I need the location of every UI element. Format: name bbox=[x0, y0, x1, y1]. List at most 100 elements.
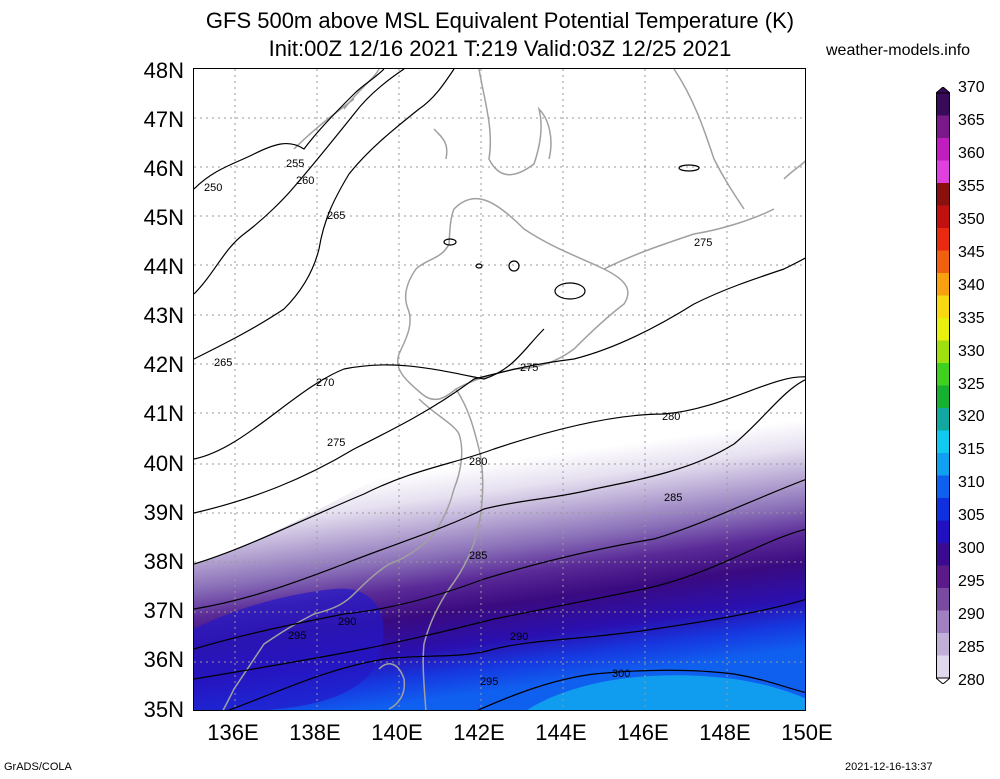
lon-label: 146E bbox=[617, 720, 669, 745]
contour-label: 285 bbox=[469, 550, 487, 562]
lon-label: 136E bbox=[207, 720, 259, 745]
contour-labels: 250 255 260 265 265 270 275 275 275 280 … bbox=[204, 158, 712, 688]
colorbar-swatch bbox=[936, 565, 950, 589]
lat-label: 47N bbox=[143, 107, 184, 132]
colorbar-swatch bbox=[936, 228, 950, 251]
colorbar-label: 330 bbox=[958, 342, 985, 360]
site-credit: weather-models.info bbox=[826, 42, 971, 59]
colorbar-swatch bbox=[936, 138, 950, 161]
lat-label: 43N bbox=[143, 303, 184, 328]
colorbar-swatch bbox=[936, 543, 950, 566]
lat-label: 36N bbox=[143, 647, 184, 672]
contour-label: 275 bbox=[694, 237, 712, 249]
lat-label: 39N bbox=[143, 500, 184, 525]
colorbar-swatch bbox=[936, 340, 950, 364]
colorbar-label: 350 bbox=[958, 210, 985, 228]
map-title: GFS 500m above MSL Equivalent Potential … bbox=[205, 8, 795, 33]
lat-label: 41N bbox=[143, 401, 184, 426]
colorbar-label: 325 bbox=[958, 375, 985, 393]
coastlines bbox=[222, 69, 805, 710]
lat-label: 35N bbox=[143, 697, 184, 722]
colorbar-label: 305 bbox=[958, 507, 985, 525]
colorbar-swatch bbox=[936, 205, 950, 229]
colorbar-swatch bbox=[936, 273, 950, 296]
colorbar-label: 320 bbox=[958, 408, 985, 426]
contour-label: 260 bbox=[296, 175, 314, 187]
map-canvas: 250 255 260 265 265 270 275 275 275 280 … bbox=[194, 69, 805, 710]
colorbar-swatch bbox=[936, 520, 950, 544]
lon-label: 142E bbox=[453, 720, 505, 745]
warm-core-shading bbox=[194, 588, 384, 710]
colorbar-swatch bbox=[936, 655, 950, 679]
colorbar-swatch bbox=[936, 385, 950, 409]
contour-label: 290 bbox=[510, 631, 528, 643]
contour-label: 275 bbox=[520, 362, 538, 374]
map-subtitle: Init:00Z 12/16 2021 T:219 Valid:03Z 12/2… bbox=[268, 36, 732, 61]
contour-label: 265 bbox=[327, 210, 345, 222]
colorbar-label: 360 bbox=[958, 144, 985, 162]
colorbar-swatch bbox=[936, 588, 950, 611]
colorbar-swatch bbox=[936, 160, 950, 184]
colorbar-label: 370 bbox=[958, 79, 985, 96]
colorbar-swatch bbox=[936, 633, 950, 656]
lat-label: 37N bbox=[143, 598, 184, 623]
colorbar-label: 335 bbox=[958, 309, 985, 327]
islands bbox=[443, 164, 700, 300]
contour-label: 290 bbox=[338, 616, 356, 628]
lat-label: 48N bbox=[143, 58, 184, 83]
contour-label: 255 bbox=[286, 158, 304, 170]
colorbar-label: 340 bbox=[958, 276, 985, 294]
map-panel: 250 255 260 265 265 270 275 275 275 280 … bbox=[193, 68, 806, 711]
lat-label: 45N bbox=[143, 205, 184, 230]
lon-label: 150E bbox=[781, 720, 833, 745]
contour-label: 270 bbox=[316, 377, 334, 389]
timestamp: 2021-12-16-13:37 bbox=[845, 761, 933, 773]
colorbar-label: 285 bbox=[958, 639, 985, 657]
lat-label: 38N bbox=[143, 549, 184, 574]
contour-label: 280 bbox=[469, 456, 487, 468]
contour-label: 265 bbox=[214, 357, 232, 369]
colorbar-label: 295 bbox=[958, 573, 985, 591]
colorbar-frame bbox=[936, 92, 950, 679]
colorbar-swatch bbox=[936, 408, 950, 431]
software-credit: GrADS/COLA bbox=[4, 761, 72, 773]
lon-label: 138E bbox=[289, 720, 341, 745]
colorbar-swatch bbox=[936, 250, 950, 274]
contour-label: 250 bbox=[204, 182, 222, 194]
colorbar-swatch bbox=[936, 318, 950, 341]
contour-label: 285 bbox=[664, 492, 682, 504]
lat-label: 42N bbox=[143, 352, 184, 377]
colorbar-label: 315 bbox=[958, 441, 985, 459]
colorbar-top-arrow bbox=[936, 87, 950, 94]
colorbar bbox=[936, 87, 950, 684]
lon-label: 140E bbox=[371, 720, 423, 745]
colorbar-swatch bbox=[936, 475, 950, 499]
colorbar-label: 365 bbox=[958, 111, 985, 129]
contour-label: 295 bbox=[288, 630, 306, 642]
lat-label: 44N bbox=[143, 254, 184, 279]
lat-label: 46N bbox=[143, 156, 184, 181]
colorbar-swatch bbox=[936, 183, 950, 206]
colorbar-swatch bbox=[936, 363, 950, 386]
colorbar-swatch bbox=[936, 115, 950, 139]
colorbar-label: 345 bbox=[958, 243, 985, 261]
contour-label: 300 bbox=[612, 668, 630, 680]
lon-label: 148E bbox=[699, 720, 751, 745]
colorbar-label: 300 bbox=[958, 540, 985, 558]
theta-e-contours bbox=[194, 69, 805, 710]
colorbar-swatch bbox=[936, 93, 950, 116]
contour-label: 280 bbox=[662, 411, 680, 423]
contour-label: 275 bbox=[327, 437, 345, 449]
lon-label: 144E bbox=[535, 720, 587, 745]
colorbar-swatch bbox=[936, 430, 950, 454]
colorbar-label: 355 bbox=[958, 177, 985, 195]
colorbar-label: 290 bbox=[958, 606, 985, 624]
colorbar-swatch bbox=[936, 453, 950, 476]
colorbar-label: 280 bbox=[958, 672, 985, 689]
colorbar-label: 310 bbox=[958, 474, 985, 492]
lat-label: 40N bbox=[143, 451, 184, 476]
contour-label: 295 bbox=[480, 676, 498, 688]
colorbar-bottom-arrow bbox=[936, 677, 950, 684]
warm-core-shading bbox=[527, 675, 805, 710]
colorbar-swatch bbox=[936, 295, 950, 319]
